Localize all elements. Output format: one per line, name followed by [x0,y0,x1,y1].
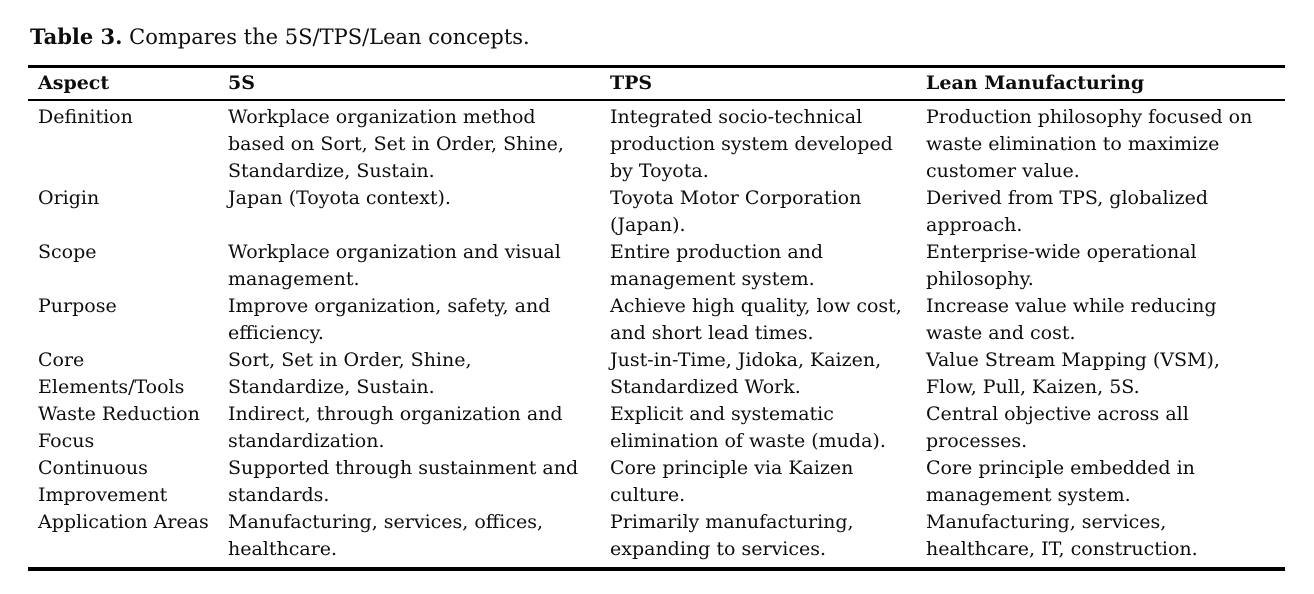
table-caption-label: Table 3. [30,24,123,49]
value-cell: Workplace organization method based on S… [228,106,564,182]
value-cell: Value Stream Mapping (VSM), Flow, Pull, … [926,349,1220,398]
aspect-cell: Scope [38,241,97,263]
column-header-5s: 5S [228,66,610,101]
table-caption-text: Compares the 5S/TPS/Lean concepts. [129,25,530,49]
value-cell: Toyota Motor Corporation (Japan). [610,187,862,236]
column-header-aspect: Aspect [28,66,228,101]
value-cell: Increase value while reducing waste and … [926,295,1217,344]
table-row: Definition Workplace organization method … [28,100,1285,185]
value-cell: Manufacturing, services, healthcare, IT,… [926,511,1198,560]
table-caption: Table 3. Compares the 5S/TPS/Lean concep… [30,23,1285,51]
aspect-cell: Purpose [38,295,117,317]
value-cell: Integrated socio-technical production sy… [610,106,893,182]
value-cell: Workplace organization and visual manage… [228,241,561,290]
table-row: Origin Japan (Toyota context). Toyota Moto… [28,185,1285,239]
value-cell: Japan (Toyota context). [228,187,451,209]
aspect-cell: Origin [38,187,100,209]
column-header-tps: TPS [610,66,926,101]
header-row: Aspect 5S TPS Lean Manufacturing [28,66,1285,101]
value-cell: Enterprise-wide operational philosophy. [926,241,1197,290]
table-row: Waste Reduction Focus Indirect, through o… [28,401,1285,455]
table-row: Scope Workplace organization and visual m… [28,239,1285,293]
value-cell: Primarily manufacturing, expanding to se… [610,511,854,560]
value-cell: Manufacturing, services, offices, health… [228,511,544,560]
value-cell: Just-in-Time, Jidoka, Kaizen, Standardiz… [610,349,882,398]
value-cell: Sort, Set in Order, Shine, Standardize, … [228,349,472,398]
value-cell: Core principle embedded in management sy… [926,457,1195,506]
value-cell: Derived from TPS, globalized approach. [926,187,1209,236]
value-cell: Entire production and management system. [610,241,824,290]
document-page: Table 3. Compares the 5S/TPS/Lean concep… [28,23,1285,571]
value-cell: Achieve high quality, low cost, and shor… [610,295,902,344]
comparison-table: Aspect 5S TPS Lean Manufacturing Definit… [28,65,1285,571]
table-row: Continuous Improvement Supported through … [28,455,1285,509]
value-cell: Supported through sustainment and standa… [228,457,579,506]
table-row: Application Areas Manufacturing, services… [28,509,1285,569]
aspect-cell: Definition [38,106,133,128]
value-cell: Improve organization, safety, and effici… [228,295,551,344]
table-row: Purpose Improve organization, safety, and… [28,293,1285,347]
aspect-cell: Core Elements/Tools [38,349,185,398]
value-cell: Central objective across all processes. [926,403,1189,452]
value-cell: Production philosophy focused on waste e… [926,106,1253,182]
value-cell: Indirect, through organization and stand… [228,403,563,452]
value-cell: Explicit and systematic elimination of w… [610,403,886,452]
aspect-cell: Continuous Improvement [38,457,168,506]
value-cell: Core principle via Kaizen culture. [610,457,854,506]
column-header-lean: Lean Manufacturing [926,66,1285,101]
aspect-cell: Waste Reduction Focus [38,403,200,452]
table-row: Core Elements/Tools Sort, Set in Order, S… [28,347,1285,401]
aspect-cell: Application Areas [38,511,209,533]
